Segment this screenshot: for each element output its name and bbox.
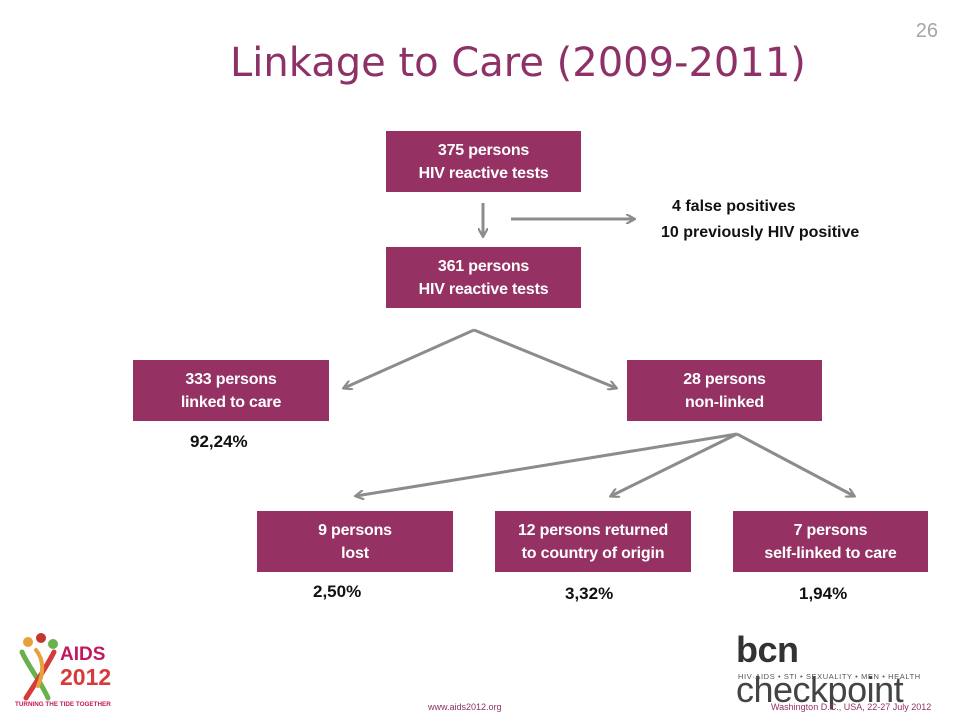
arrow-to-returned xyxy=(611,432,738,496)
nonlinked-box-line2: non-linked xyxy=(685,393,764,411)
linked-box-line2: linked to care xyxy=(180,393,282,411)
checkpoint-tagline: HIV·AIDS • STI • SEXUALITY • MEN • HEALT… xyxy=(738,672,921,681)
excluded-line1: 4 false positives xyxy=(672,198,796,215)
nonlinked-box-line1: 28 persons xyxy=(683,370,766,388)
top-box-line2: HIV reactive tests xyxy=(418,164,549,182)
arrow-to-selflinked xyxy=(736,432,854,496)
excluded-line2: 10 previously HIV positive xyxy=(661,224,860,241)
selflinked-box-line1: 7 persons xyxy=(793,521,868,539)
footer-url: www.aids2012.org xyxy=(428,702,502,712)
selflinked-box-line2: self-linked to care xyxy=(764,544,897,562)
second-box-line1: 361 persons xyxy=(437,257,530,275)
aids-logo-year: 2012 xyxy=(60,664,111,690)
slide-number: 26 xyxy=(915,20,938,42)
selflinked-percent: 1,94% xyxy=(799,584,848,603)
linked-box: 333 persons linked to care xyxy=(133,360,329,421)
returned-box-line2: to country of origin xyxy=(521,544,665,562)
checkpoint-logo: bcn checkpoint HIV·AIDS • STI • SEXUALIT… xyxy=(736,630,942,710)
arrow-to-lost xyxy=(356,432,738,496)
arrow-to-linked xyxy=(344,328,475,388)
checkpoint-wordmark-bold: bcn xyxy=(736,629,799,670)
linked-box-line1: 333 persons xyxy=(185,370,277,388)
lost-box-line1: 9 persons xyxy=(318,521,392,539)
top-box: 375 persons HIV reactive tests xyxy=(386,131,581,192)
second-box: 361 persons HIV reactive tests xyxy=(386,247,581,308)
returned-percent: 3,32% xyxy=(565,584,614,603)
returned-box-line1: 12 persons returned xyxy=(517,521,669,539)
checkpoint-wordmark: bcn checkpoint xyxy=(736,630,942,710)
aids-logo-tagline: TURNING THE TIDE TOGETHER xyxy=(15,701,111,708)
aids2012-logo: AIDS 2012 TURNING THE TIDE TOGETHER xyxy=(14,630,124,710)
lost-percent: 2,50% xyxy=(313,582,362,601)
checkpoint-wordmark-light: checkpoint xyxy=(736,669,904,710)
nonlinked-box: 28 persons non-linked xyxy=(627,360,822,421)
linked-percent: 92,24% xyxy=(190,432,248,451)
returned-box: 12 persons returned to country of origin xyxy=(495,511,691,572)
lost-box: 9 persons lost xyxy=(257,511,453,572)
aids-logo-text: AIDS xyxy=(60,644,105,665)
lost-box-line2: lost xyxy=(341,544,369,562)
arrow-to-nonlinked xyxy=(473,328,616,388)
slide-title: Linkage to Care (2009-2011) xyxy=(230,40,806,86)
selflinked-box: 7 persons self-linked to care xyxy=(733,511,928,572)
top-box-line1: 375 persons xyxy=(437,141,530,159)
second-box-line2: HIV reactive tests xyxy=(418,280,549,298)
footer-place: Washington D.C., USA, 22-27 July 2012 xyxy=(771,702,932,712)
